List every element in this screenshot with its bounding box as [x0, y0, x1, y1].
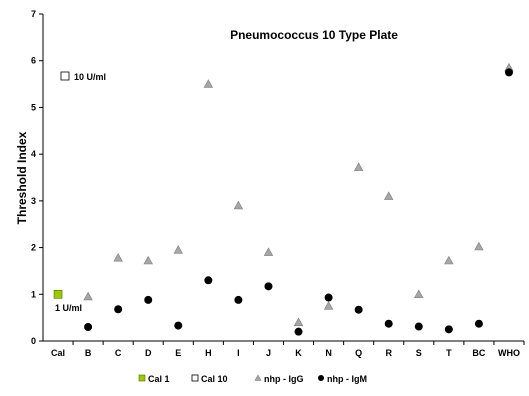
igm-point: [144, 295, 153, 304]
legend-label: nhp - IgG: [264, 374, 304, 384]
y-tick-label: 3: [31, 196, 36, 206]
igm-point: [384, 319, 393, 328]
chart-title: Pneumococcus 10 Type Plate: [230, 28, 398, 42]
cal10-annotation-label: 10 U/ml: [74, 72, 106, 82]
x-tick-label: Q: [355, 348, 362, 358]
legend-marker: [138, 374, 146, 382]
igg-point: [384, 191, 394, 200]
legend-marker: [254, 374, 262, 381]
legend-label: Cal 10: [201, 374, 228, 384]
y-axis-label: Threshold Index: [15, 131, 29, 224]
igm-point: [264, 282, 273, 291]
x-tick-label: S: [416, 348, 422, 358]
x-tick-label: D: [145, 348, 152, 358]
y-tick-label: 2: [31, 243, 36, 253]
legend-label: nhp - IgM: [327, 374, 367, 384]
y-tick-label: 0: [31, 336, 36, 346]
igg-point: [233, 200, 244, 210]
y-tick-label: 6: [31, 56, 36, 66]
igm-point: [294, 327, 303, 336]
cal1-annotation-label: 1 U/ml: [55, 303, 82, 313]
igg-point: [323, 301, 334, 310]
legend: Cal 1 Cal 10 nhp - IgG nhp - IgM: [138, 374, 367, 384]
x-tick-label: I: [237, 348, 240, 358]
igg-point: [113, 253, 123, 262]
x-tick-label: J: [266, 348, 271, 358]
igg-point: [143, 255, 153, 265]
igg-point: [83, 291, 93, 301]
igm-point: [84, 322, 93, 331]
igg-point: [203, 79, 214, 88]
y-tick-label: 4: [31, 149, 36, 159]
igm-point: [444, 325, 453, 334]
x-tick-label: B: [85, 348, 92, 358]
igg-point: [173, 245, 183, 254]
x-tick-label: K: [295, 348, 302, 358]
x-tick-label: H: [205, 348, 212, 358]
igm-point: [174, 321, 183, 330]
igm-point: [474, 319, 483, 328]
x-tick-label: R: [385, 348, 392, 358]
igm-point: [324, 293, 333, 302]
axes: [42, 14, 524, 342]
igm-point: [504, 68, 513, 77]
igm-point: [204, 276, 213, 285]
x-tick-label: E: [175, 348, 181, 358]
igg-point: [414, 289, 424, 298]
data-marks: [53, 62, 514, 336]
igg-point: [263, 247, 274, 256]
x-ticks: Cal B C D E H I J K N Q R S T BC WHO: [51, 341, 525, 358]
x-tick-label: T: [446, 348, 452, 358]
y-tick-label: 7: [31, 9, 36, 19]
legend-marker: [191, 374, 199, 382]
igg-point: [474, 241, 484, 251]
x-tick-label: BC: [472, 348, 485, 358]
cal-point: [53, 289, 63, 299]
x-tick-label: WHO: [498, 348, 520, 358]
legend-label: Cal 1: [148, 374, 170, 384]
igm-point: [114, 305, 123, 314]
x-tick-label: Cal: [51, 348, 65, 358]
x-tick-label: N: [325, 348, 332, 358]
cal10-annotation: 10 U/ml: [60, 71, 106, 82]
x-tick-label: C: [115, 348, 122, 358]
legend-marker: [318, 375, 324, 381]
igg-point: [353, 162, 364, 171]
cal10-annotation-swatch: [60, 71, 70, 81]
igm-point: [234, 295, 243, 304]
y-tick-label: 1: [31, 289, 36, 299]
igg-point: [293, 317, 304, 326]
y-ticks: 0 1 2 3 4 5 6 7: [31, 9, 43, 346]
y-tick-label: 5: [31, 102, 36, 112]
igg-point: [444, 255, 454, 265]
igm-point: [354, 305, 363, 314]
igm-point: [414, 322, 423, 331]
